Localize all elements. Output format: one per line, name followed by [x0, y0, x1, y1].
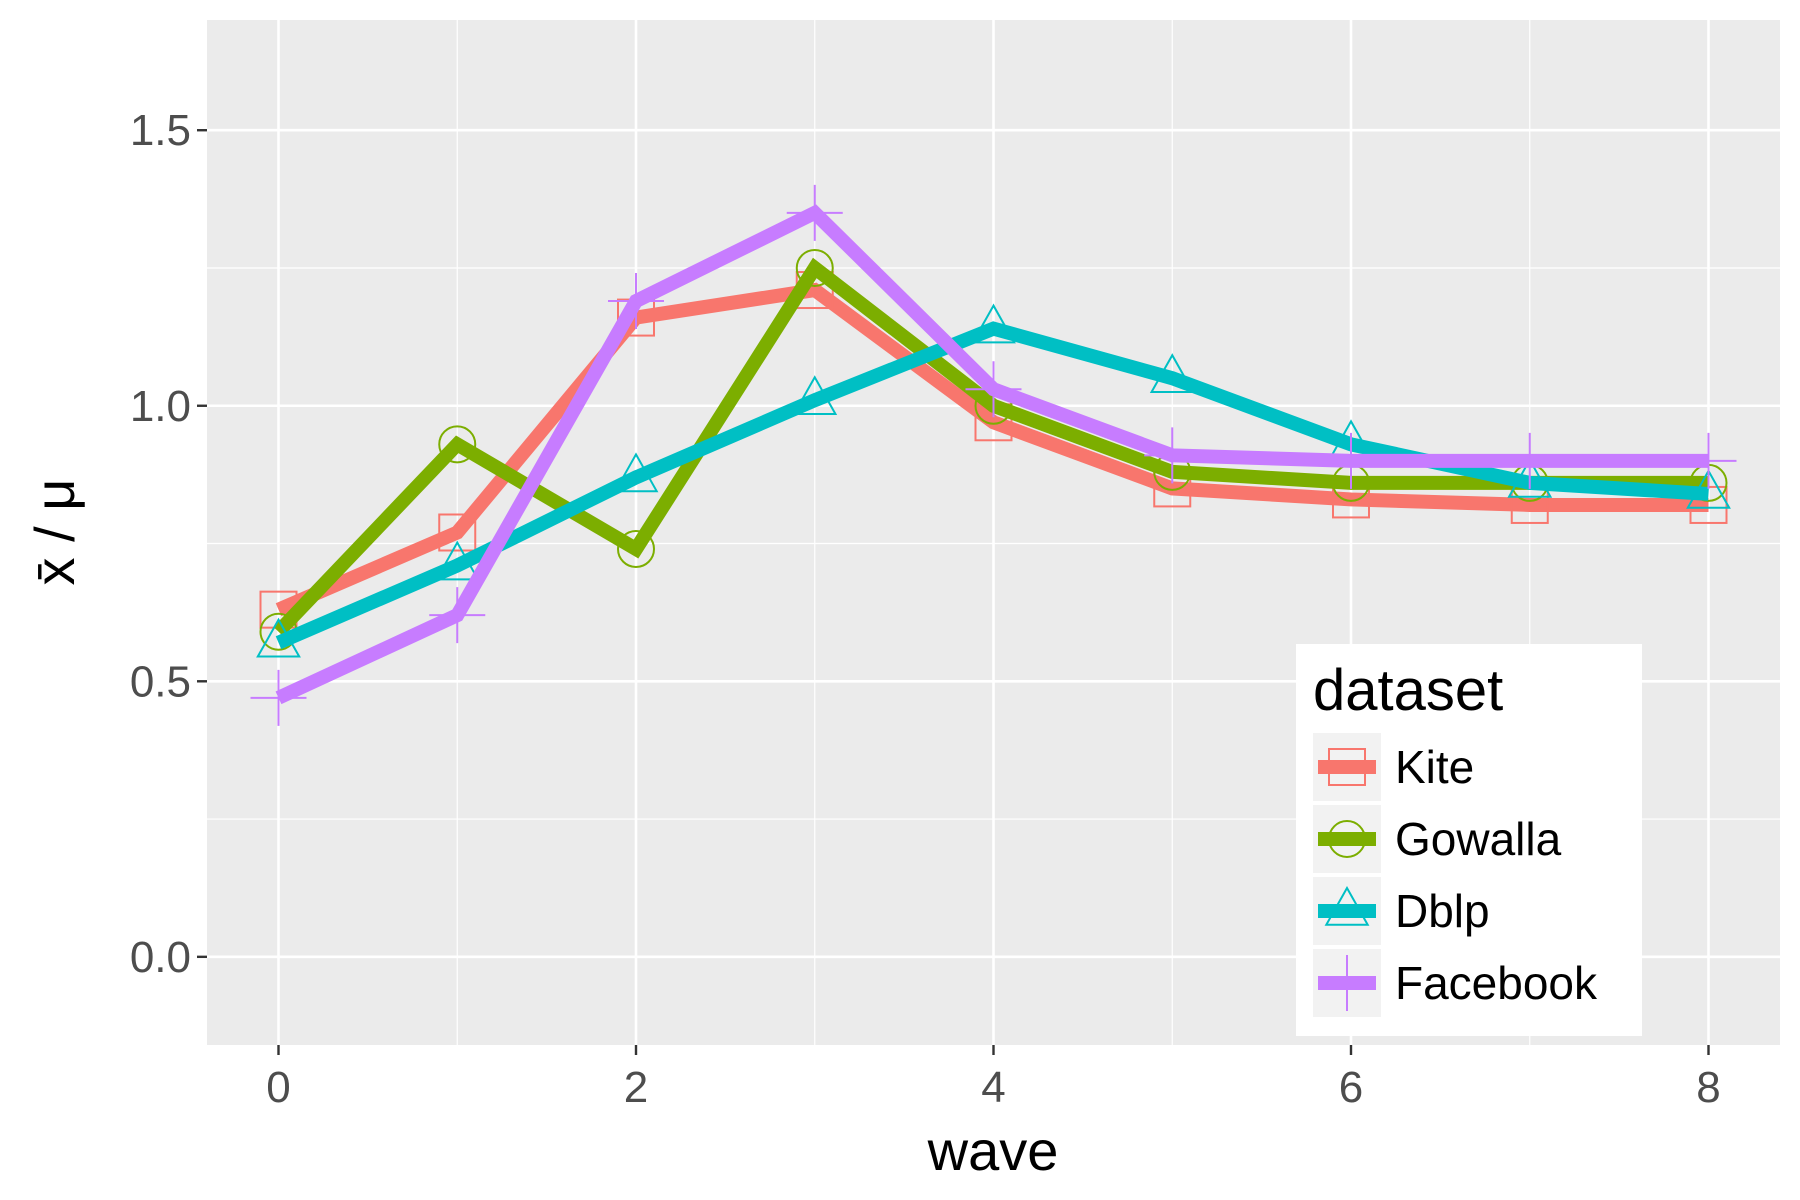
series-line-kite [275, 282, 1709, 617]
legend-items: Kite Gowalla Dblp Facebook [1313, 733, 1598, 1017]
data-point-facebook-plus-marker [965, 361, 1022, 418]
x-tick-label: 8 [1696, 1063, 1720, 1112]
legend: dataset Kite Gowalla Dblp Facebook [1296, 644, 1642, 1036]
series-facebook [250, 184, 1737, 726]
data-point-gowalla-circle-marker [617, 530, 655, 569]
legend-label-gowalla: Gowalla [1395, 813, 1562, 865]
y-tick-label: 0.0 [130, 933, 191, 982]
legend-item-dblp: Dblp [1313, 877, 1490, 945]
series-layer [250, 184, 1737, 726]
legend-key-facebook-plus-marker [1319, 955, 1375, 1011]
data-point-dblp-triangle-marker [971, 303, 1016, 344]
data-point-facebook-plus-marker [1680, 432, 1737, 489]
y-tick-label: 0.5 [130, 657, 191, 706]
legend-item-gowalla: Gowalla [1313, 805, 1562, 873]
data-point-dblp-triangle-marker [792, 375, 838, 416]
legend-label-kite: Kite [1395, 741, 1474, 793]
data-point-dblp-triangle-marker [434, 540, 480, 581]
x-axis-title: wave [927, 1119, 1059, 1182]
y-tick-label: 1.0 [130, 382, 191, 431]
legend-item-facebook: Facebook [1313, 949, 1598, 1017]
data-point-facebook-plus-marker [250, 669, 307, 726]
legend-key-gowalla-circle-marker [1328, 820, 1366, 858]
data-point-facebook-plus-marker [429, 587, 486, 644]
data-point-facebook-plus-marker [1144, 427, 1201, 484]
x-tick-label: 2 [624, 1063, 648, 1112]
x-tick-label: 4 [981, 1063, 1005, 1112]
legend-title: dataset [1313, 658, 1503, 723]
data-point-facebook-plus-marker [1323, 432, 1379, 489]
series-dblp [256, 303, 1731, 658]
data-point-dblp-triangle-marker [613, 452, 659, 493]
y-axis-title: x̄ / μ [23, 479, 86, 586]
x-tick-label: 6 [1339, 1063, 1363, 1112]
data-point-facebook-plus-marker [786, 184, 843, 241]
legend-item-kite: Kite [1313, 733, 1474, 801]
legend-key-kite-square-marker [1328, 748, 1366, 786]
data-point-dblp-triangle-marker [256, 617, 301, 658]
legend-label-dblp: Dblp [1395, 885, 1490, 937]
data-point-dblp-triangle-marker [1149, 353, 1195, 393]
y-tick-label: 1.5 [130, 106, 191, 155]
legend-key-dblp-triangle-marker [1324, 885, 1370, 926]
data-point-dblp-triangle-marker [1686, 468, 1731, 509]
data-point-gowalla-circle-marker [795, 248, 834, 287]
series-line-dblp [275, 321, 1709, 650]
x-tick-label: 0 [266, 1063, 290, 1112]
legend-label-facebook: Facebook [1395, 957, 1598, 1009]
data-point-gowalla-circle-marker [438, 425, 477, 464]
data-point-facebook-plus-marker [1501, 432, 1558, 489]
axes: 0 2 4 6 8 0.0 0.5 1.0 1.5 [130, 106, 1721, 1112]
data-point-kite-square-marker [438, 513, 477, 552]
data-point-facebook-plus-marker [608, 273, 664, 330]
data-point-dblp-triangle-marker [1507, 457, 1553, 498]
